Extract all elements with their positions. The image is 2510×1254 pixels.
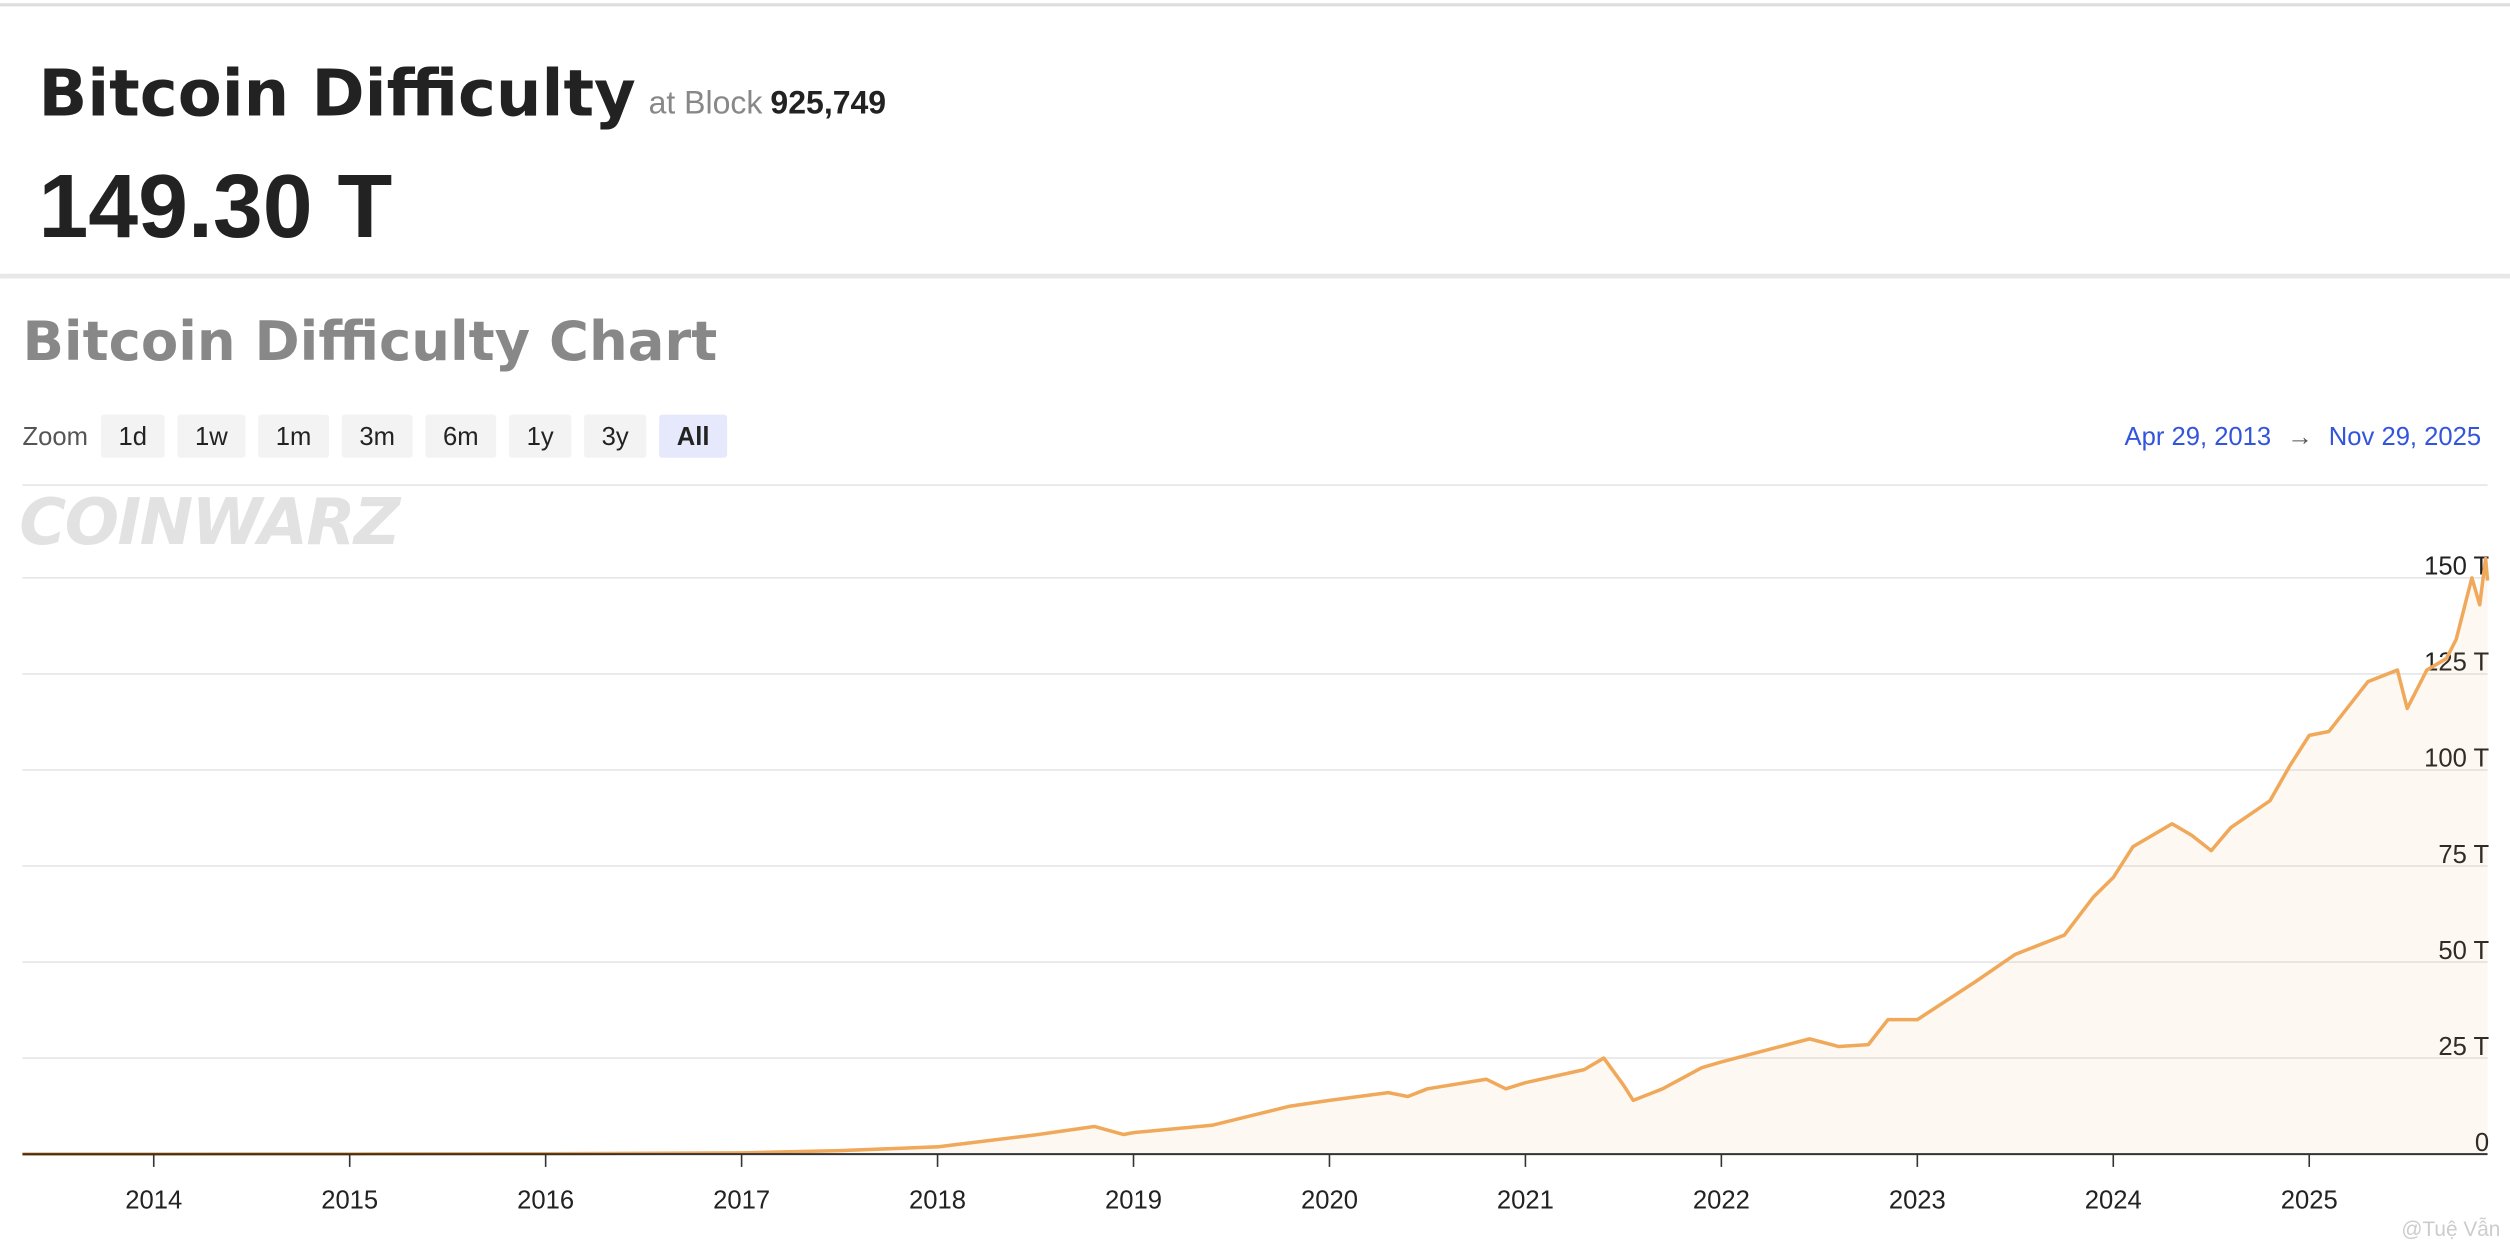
zoom-button[interactable]: 1d [100, 414, 165, 458]
x-tick-label: 2025 [2281, 1187, 2338, 1215]
zoom-button-bg [508, 414, 572, 458]
block-number: 925,749 [770, 85, 886, 121]
zoom-button-label[interactable]: All [677, 423, 710, 451]
section-divider [0, 273, 2510, 279]
range-arrow: → [2287, 423, 2313, 451]
zoom-button-label[interactable]: 1d [118, 423, 147, 451]
y-tick-label: 25 T [2438, 1033, 2489, 1061]
zoom-button-bg [659, 414, 728, 458]
x-tick-label: 2023 [1889, 1187, 1946, 1215]
zoom-button[interactable]: 3m [341, 414, 413, 458]
x-tick-label: 2024 [2085, 1187, 2142, 1215]
zoom-label: Zoom [22, 423, 87, 451]
zoom-button-bg [177, 414, 246, 458]
page-title: Bitcoin Difficulty [38, 57, 635, 131]
zoom-button[interactable]: All [659, 414, 728, 458]
zoom-button-label[interactable]: 3y [602, 423, 629, 451]
x-tick-label: 2015 [321, 1187, 378, 1215]
zoom-button-bg [584, 414, 647, 458]
x-tick-label: 2017 [713, 1187, 770, 1215]
zoom-button[interactable]: 1y [508, 414, 572, 458]
block-label: at Block [649, 85, 764, 121]
range-end[interactable]: Nov 29, 2025 [2329, 423, 2481, 451]
zoom-button[interactable]: 1m [258, 414, 329, 458]
y-tick-label: 100 T [2424, 745, 2489, 773]
zoom-button[interactable]: 6m [425, 414, 497, 458]
x-tick-label: 2021 [1497, 1187, 1554, 1215]
zoom-button-label[interactable]: 1y [527, 423, 554, 451]
x-tick-label: 2020 [1301, 1187, 1358, 1215]
y-tick-label: 150 T [2424, 553, 2489, 581]
zoom-button-bg [258, 414, 329, 458]
watermark: COINWARZ [19, 486, 402, 560]
y-tick-label: 75 T [2438, 841, 2489, 869]
zoom-button-label[interactable]: 6m [443, 423, 479, 451]
chart-title: Bitcoin Difficulty Chart [22, 309, 717, 373]
zoom-button-label[interactable]: 1w [195, 423, 228, 451]
zoom-button-bg [425, 414, 497, 458]
area [22, 558, 2488, 1155]
credit: @Tuệ Vẫn [2401, 1218, 2500, 1241]
y-tick-label: 50 T [2438, 937, 2489, 965]
range-start[interactable]: Apr 29, 2013 [2125, 423, 2272, 451]
x-tick-label: 2019 [1105, 1187, 1162, 1215]
x-tick-label: 2022 [1693, 1187, 1750, 1215]
difficulty-value: 149.30 T [38, 156, 392, 256]
zoom-button-bg [100, 414, 165, 458]
zoom-button-label[interactable]: 3m [359, 423, 395, 451]
x-tick-label: 2014 [125, 1187, 182, 1215]
zoom-button[interactable]: 1w [177, 414, 246, 458]
x-tick-label: 2016 [517, 1187, 574, 1215]
zoom-button[interactable]: 3y [584, 414, 647, 458]
x-tick-label: 2018 [909, 1187, 966, 1215]
zoom-button-bg [341, 414, 413, 458]
y-tick-label: 125 T [2424, 649, 2489, 677]
zoom-button-label[interactable]: 1m [276, 423, 312, 451]
y-tick-label: 0 [2475, 1129, 2489, 1157]
line [22, 556, 2490, 1156]
